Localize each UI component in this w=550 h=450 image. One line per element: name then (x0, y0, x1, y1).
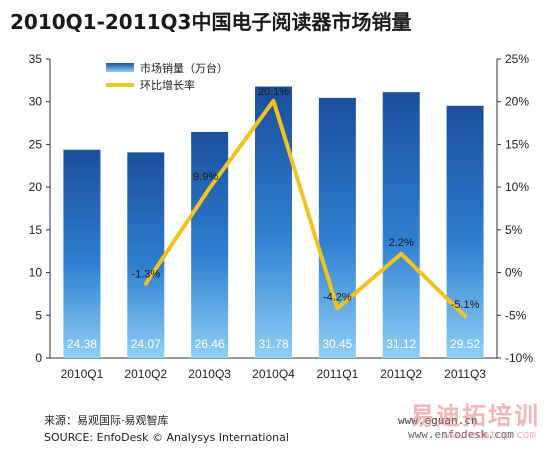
y-tick-label-left: 5 (35, 308, 42, 322)
bar-value-label: 26.46 (195, 337, 225, 351)
y-tick-label-right: 5% (505, 223, 523, 237)
x-tick-label: 2011Q2 (380, 367, 422, 381)
watermark-text: 易迪拓培训 (410, 402, 540, 430)
line-value-label: -4.2% (323, 291, 352, 303)
bar-value-label: 30.45 (322, 337, 352, 351)
source-en: SOURCE: EnfoDesk © Analysys Internationa… (44, 431, 289, 444)
line-value-label: -1.3% (131, 269, 160, 281)
y-tick-label-right: -10% (505, 351, 533, 365)
watermark-url: www.edatop.com (443, 428, 536, 441)
legend-swatch-bars (106, 63, 134, 72)
line-value-label: 2.2% (389, 237, 414, 249)
bar (255, 86, 292, 359)
x-tick-label: 2010Q4 (252, 367, 295, 381)
bar (382, 92, 420, 358)
site-url-enfodesk: www.enfodesk.com (408, 428, 514, 441)
growth-line (143, 98, 468, 319)
y-tick-label-left: 0 (35, 351, 42, 365)
y-tick-label-right: 0% (505, 266, 523, 280)
bar-value-label: 29.52 (450, 337, 480, 351)
y-tick-label-right: -5% (505, 308, 527, 322)
y-tick-label-left: 10 (29, 266, 43, 280)
bar (318, 97, 356, 359)
bar-value-label: 31.12 (386, 337, 416, 351)
x-tick-label: 2010Q2 (124, 367, 167, 381)
bar (127, 152, 165, 358)
x-tick-label: 2010Q3 (188, 367, 231, 381)
bar (446, 105, 484, 359)
x-tick-label: 2010Q1 (61, 367, 104, 381)
line-value-label: 20.1% (258, 86, 289, 98)
legend-label-line: 环比增长率 (140, 78, 195, 92)
x-tick-label: 2011Q1 (316, 367, 358, 381)
y-tick-label-left: 30 (29, 95, 43, 109)
y-tick-label-right: 10% (505, 180, 529, 194)
bar-value-label: 24.07 (131, 337, 161, 351)
site-url-eguan: www.eguan.cn (398, 414, 478, 427)
y-tick-label-right: 25% (505, 52, 529, 66)
source-cn: 来源：易观国际·易观智库 (44, 414, 169, 427)
y-tick-label-left: 35 (29, 52, 43, 66)
y-tick-label-right: 15% (505, 137, 529, 151)
bar-value-label: 31.78 (258, 337, 288, 351)
bar-value-label: 24.38 (67, 337, 97, 351)
y-tick-label-left: 20 (29, 180, 43, 194)
bar (191, 131, 229, 358)
chart-title: 2010Q1-2011Q3中国电子阅读器市场销量 (10, 10, 412, 34)
bar (63, 149, 101, 358)
x-tick-label: 2011Q3 (444, 367, 486, 381)
y-tick-label-right: 20% (505, 95, 529, 109)
y-tick-label-left: 25 (29, 137, 43, 151)
line-value-label: -5.1% (451, 299, 480, 311)
source-footer: 来源：易观国际·易观智库 SOURCE: EnfoDesk © Analysys… (44, 412, 289, 446)
line-value-label: 9.9% (193, 171, 218, 183)
legend-label-bars: 市场销量（万台） (140, 61, 228, 75)
y-tick-label-left: 15 (29, 223, 43, 237)
